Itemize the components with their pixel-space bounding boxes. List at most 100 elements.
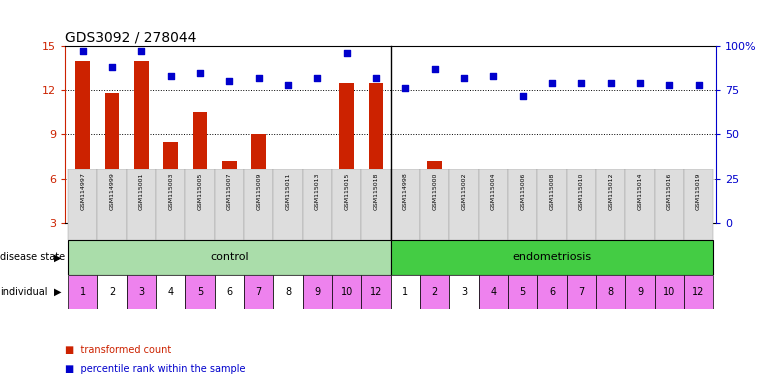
Point (633, 80, 646, 86)
Bar (596, 169, 625, 240)
Bar (391, 240, 713, 275)
Text: 12: 12 (370, 287, 382, 297)
Text: 5: 5 (197, 287, 203, 297)
Text: GSM115016: GSM115016 (666, 172, 672, 210)
Bar (310, 183, 325, 223)
Text: 4: 4 (490, 287, 496, 297)
Bar (332, 169, 362, 240)
Text: GSM114999: GSM114999 (110, 172, 115, 210)
Bar (214, 169, 244, 240)
Bar (625, 169, 655, 240)
Point (663, 82, 676, 88)
Text: GSM115007: GSM115007 (227, 172, 232, 210)
Text: GSM114997: GSM114997 (80, 172, 85, 210)
Bar (303, 275, 332, 309)
Point (370, 75, 382, 81)
Text: endometriosis: endometriosis (512, 252, 591, 262)
Bar (97, 169, 126, 240)
Bar (596, 275, 625, 309)
Point (136, 48, 148, 55)
Text: 3: 3 (139, 287, 145, 297)
Text: 2: 2 (431, 287, 438, 297)
Bar (244, 275, 273, 309)
Bar (450, 169, 479, 240)
Text: ■  percentile rank within the sample: ■ percentile rank within the sample (65, 364, 246, 374)
Bar (163, 142, 178, 223)
Text: 5: 5 (519, 287, 525, 297)
Bar (339, 83, 354, 223)
Bar (655, 169, 684, 240)
Text: 4: 4 (168, 287, 174, 297)
Bar (450, 275, 479, 309)
Bar (625, 275, 655, 309)
Bar (214, 275, 244, 309)
Bar (68, 275, 97, 309)
Bar (420, 169, 450, 240)
Text: 8: 8 (607, 287, 614, 297)
Point (77, 48, 89, 55)
Bar (362, 169, 391, 240)
Bar (126, 275, 156, 309)
Bar (280, 221, 296, 223)
Text: 8: 8 (285, 287, 291, 297)
Text: disease state: disease state (0, 252, 65, 262)
Bar (508, 275, 537, 309)
Text: ▶: ▶ (54, 252, 61, 262)
Bar (691, 218, 706, 223)
Bar (662, 175, 676, 223)
Text: GSM115015: GSM115015 (344, 172, 349, 210)
Point (311, 75, 323, 81)
Text: 6: 6 (549, 287, 555, 297)
Text: 3: 3 (461, 287, 467, 297)
Bar (479, 275, 508, 309)
Bar (193, 112, 208, 223)
Point (223, 78, 235, 84)
Bar (633, 207, 647, 223)
Bar (156, 169, 185, 240)
Text: 2: 2 (109, 287, 115, 297)
Bar (479, 169, 508, 240)
Point (458, 75, 470, 81)
Text: GSM115005: GSM115005 (198, 172, 202, 210)
Bar (251, 134, 266, 223)
Bar (655, 275, 684, 309)
Bar (574, 221, 588, 223)
Text: ▶: ▶ (54, 287, 61, 297)
Bar (567, 169, 596, 240)
Bar (508, 169, 537, 240)
Point (516, 93, 529, 99)
Point (194, 70, 206, 76)
Point (399, 85, 411, 91)
Bar (398, 211, 413, 223)
Text: 9: 9 (637, 287, 643, 297)
Bar (604, 214, 618, 223)
Bar (105, 93, 119, 223)
Bar (75, 61, 90, 223)
Text: control: control (210, 252, 249, 262)
Text: GSM115002: GSM115002 (461, 172, 466, 210)
Text: GSM115011: GSM115011 (286, 172, 290, 210)
Text: GSM115014: GSM115014 (637, 172, 643, 210)
Bar (126, 169, 156, 240)
Point (106, 64, 118, 70)
Text: GSM115008: GSM115008 (549, 172, 555, 210)
Bar (273, 275, 303, 309)
Text: GSM115003: GSM115003 (169, 172, 173, 210)
Bar (185, 275, 214, 309)
Text: GSM115006: GSM115006 (520, 172, 525, 210)
Text: 10: 10 (663, 287, 676, 297)
Text: GSM115012: GSM115012 (608, 172, 613, 210)
Point (546, 80, 558, 86)
Point (692, 82, 705, 88)
Text: 12: 12 (692, 287, 705, 297)
Text: ■  transformed count: ■ transformed count (65, 345, 172, 355)
Bar (391, 169, 420, 240)
Text: 1: 1 (80, 287, 86, 297)
Text: GSM114998: GSM114998 (403, 172, 408, 210)
Bar (332, 275, 362, 309)
Bar (156, 275, 185, 309)
Point (165, 73, 177, 79)
Text: GSM115013: GSM115013 (315, 172, 320, 210)
Point (282, 82, 294, 88)
Bar (537, 169, 567, 240)
